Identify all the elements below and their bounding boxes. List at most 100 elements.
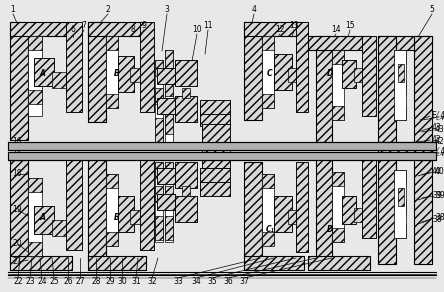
Bar <box>244 256 304 270</box>
Bar <box>175 162 197 188</box>
Text: 5: 5 <box>429 6 434 15</box>
Bar <box>308 256 370 270</box>
Bar <box>394 200 406 214</box>
Text: 40: 40 <box>432 168 442 176</box>
Bar <box>106 174 118 246</box>
Bar <box>28 36 42 116</box>
Bar <box>200 182 230 196</box>
Bar <box>118 196 134 232</box>
Bar <box>175 196 197 222</box>
Text: E: E <box>435 152 439 157</box>
Bar <box>202 150 230 168</box>
Text: E: E <box>435 116 439 121</box>
Bar <box>274 54 292 90</box>
Bar <box>165 162 173 178</box>
Text: 32: 32 <box>147 277 157 286</box>
Bar <box>157 168 175 184</box>
Bar <box>88 22 106 122</box>
Bar <box>8 142 436 150</box>
Bar <box>378 156 396 264</box>
Bar <box>332 106 344 120</box>
Bar <box>332 172 344 186</box>
Bar <box>34 206 54 234</box>
Bar <box>118 196 134 232</box>
Bar <box>342 60 356 88</box>
Bar <box>394 106 406 120</box>
Bar <box>262 36 274 108</box>
Bar <box>200 100 230 114</box>
Text: D: D <box>327 69 333 79</box>
Bar <box>332 50 344 64</box>
Text: D: D <box>327 225 333 234</box>
Text: 26: 26 <box>63 277 73 286</box>
Bar <box>157 98 175 114</box>
Text: C: C <box>267 69 273 79</box>
Bar <box>157 68 175 84</box>
Text: 44: 44 <box>440 116 444 121</box>
Bar <box>244 162 262 258</box>
Bar <box>398 64 404 82</box>
Text: 16: 16 <box>12 138 22 147</box>
Bar <box>244 162 262 258</box>
Bar <box>157 98 175 114</box>
Text: 29: 29 <box>105 277 115 286</box>
Bar <box>34 58 54 86</box>
Bar <box>155 162 163 178</box>
Bar <box>262 94 274 108</box>
Bar <box>8 152 436 160</box>
Bar <box>394 50 406 120</box>
Bar <box>378 156 396 264</box>
Bar <box>165 110 173 134</box>
Bar <box>378 142 432 156</box>
Bar <box>155 60 163 76</box>
Bar <box>28 178 42 192</box>
Bar <box>34 58 54 86</box>
Bar <box>140 22 154 112</box>
Text: 39: 39 <box>435 192 444 201</box>
Bar <box>244 22 304 36</box>
Bar <box>316 36 332 142</box>
Text: 9: 9 <box>142 22 147 30</box>
Text: 18: 18 <box>12 169 21 178</box>
Bar <box>10 22 72 36</box>
Bar <box>200 168 230 182</box>
Text: 4: 4 <box>252 6 257 15</box>
Bar <box>10 22 72 36</box>
Bar <box>175 60 197 86</box>
Bar <box>155 186 163 202</box>
Bar <box>288 210 302 224</box>
Bar <box>157 194 175 210</box>
Bar <box>118 56 134 92</box>
Bar <box>288 68 302 82</box>
Text: 19: 19 <box>12 206 22 215</box>
Text: C₁: C₁ <box>266 225 274 234</box>
Text: 11: 11 <box>203 22 213 30</box>
Bar <box>244 22 262 120</box>
Bar <box>140 160 154 250</box>
Bar <box>34 206 54 234</box>
Bar <box>296 162 308 252</box>
Bar <box>88 160 106 260</box>
Bar <box>316 36 332 142</box>
Text: 33: 33 <box>173 277 183 286</box>
Bar <box>10 160 28 270</box>
Bar <box>394 50 406 64</box>
Bar <box>316 158 332 264</box>
Bar <box>202 124 230 142</box>
Bar <box>155 118 163 142</box>
Bar <box>88 22 146 36</box>
Text: 42: 42 <box>432 135 442 145</box>
Bar <box>88 22 146 36</box>
Bar <box>52 220 68 236</box>
Text: 20: 20 <box>12 239 22 248</box>
Bar <box>130 210 144 224</box>
Bar <box>10 256 72 270</box>
Bar <box>342 196 356 224</box>
Bar <box>274 54 292 90</box>
Bar <box>244 22 262 120</box>
Text: 36: 36 <box>223 277 233 286</box>
Bar <box>66 22 82 112</box>
Bar <box>200 182 230 196</box>
Bar <box>106 36 118 108</box>
Text: 27: 27 <box>75 277 85 286</box>
